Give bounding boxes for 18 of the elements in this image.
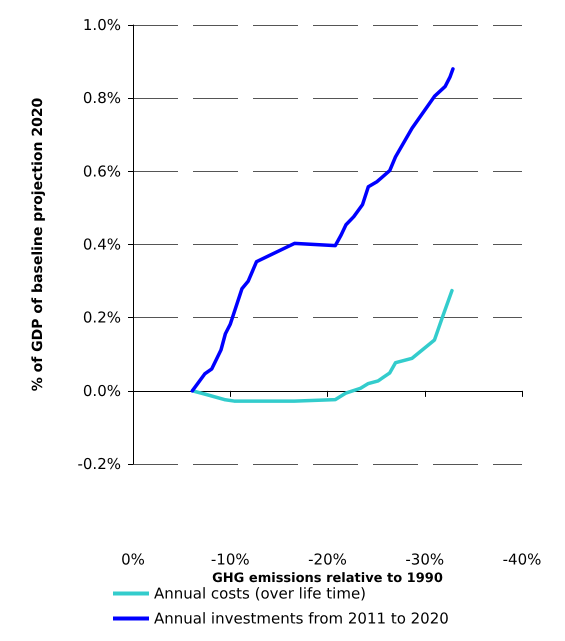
y-tick-label: 0.6% bbox=[82, 162, 121, 180]
y-tick-label: 1.0% bbox=[82, 16, 121, 34]
line-series bbox=[190, 67, 455, 393]
y-tick-label: 0.0% bbox=[82, 382, 121, 400]
legend-label: Annual costs (over life time) bbox=[154, 584, 366, 602]
y-tick-label: 0.2% bbox=[82, 308, 121, 327]
y-axis-title: % of GDP of baseline projection 2020 bbox=[30, 97, 46, 392]
x-tick-label: 0% bbox=[121, 550, 145, 568]
y-tick-label: -0.2% bbox=[77, 455, 121, 473]
x-axis-title: GHG emissions relative to 1990 bbox=[212, 570, 443, 586]
y-tick-label: 0.4% bbox=[82, 236, 121, 254]
x-tick-label: -20% bbox=[308, 550, 347, 568]
x-tick-label: -10% bbox=[210, 550, 250, 568]
legend-label: Annual investments from 2011 to 2020 bbox=[154, 610, 449, 628]
y-tick-label: 0.8% bbox=[82, 89, 121, 108]
x-tick-label: -40% bbox=[502, 550, 542, 568]
line-series bbox=[190, 288, 454, 403]
x-tick-label: -30% bbox=[405, 550, 444, 568]
